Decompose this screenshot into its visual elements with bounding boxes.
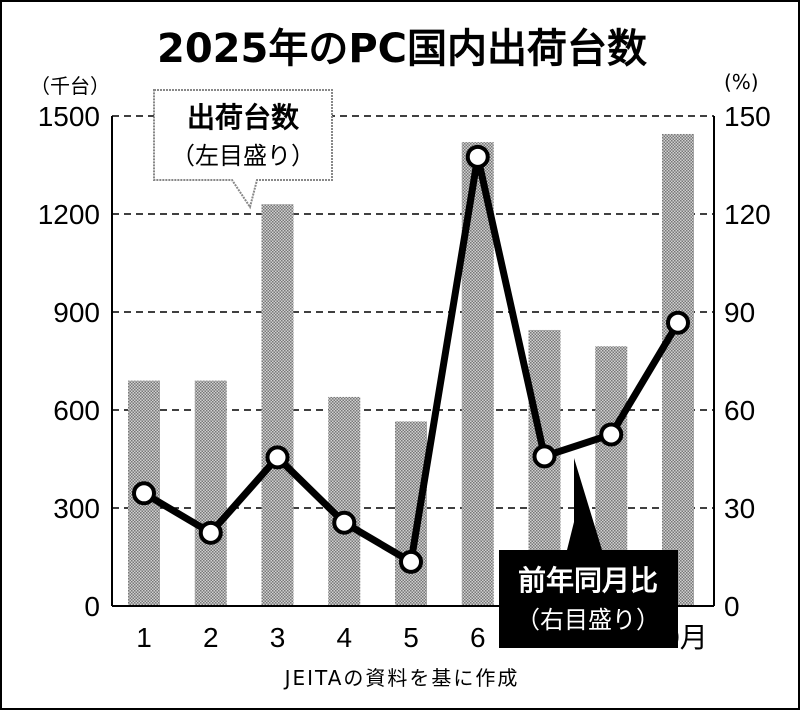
left-tick-label: 900 [53,297,100,328]
x-tick-label: 5 [403,622,419,653]
right-tick-label: 150 [724,101,771,132]
line-callout-note: （右目盛り） [516,606,660,634]
bar [261,204,294,606]
x-tick-label: 6 [470,622,486,653]
left-axis-unit: （千台） [30,74,110,98]
source-note: JEITAの資料を基に作成 [284,666,520,690]
bar-callout [153,89,333,210]
line-point [666,310,690,335]
line-point [198,520,223,545]
line-point [399,549,423,574]
bar [194,380,227,606]
right-tick-label: 30 [724,493,755,524]
right-tick-label: 120 [724,199,771,230]
bar-callout-title: 出荷台数 [187,101,300,134]
bar [662,133,694,606]
right-tick-label: 0 [724,591,740,622]
line-callout-title: 前年同月比 [518,564,658,597]
bar [328,396,361,606]
line-point [465,144,490,169]
left-tick-label: 600 [53,395,100,426]
line-point [132,481,156,506]
line-point [332,510,357,535]
line-point [265,445,290,470]
left-tick-label: 300 [53,493,100,524]
line-callout-tail [567,522,602,550]
x-tick-label: 1 [136,622,152,653]
line-point [599,422,624,447]
right-axis-unit: (%) [724,70,759,94]
x-tick-label: 3 [270,622,286,653]
bar-callout-note: （左目盛り） [171,142,315,170]
line-point [532,444,557,469]
right-tick-label: 90 [724,297,755,328]
line-callout [499,458,678,648]
left-tick-label: 1200 [38,199,100,230]
left-tick-label: 1500 [38,101,100,132]
right-tick-label: 60 [724,395,755,426]
x-tick-label: 4 [336,622,352,653]
chart-title: 2025年のPC国内出荷台数 [157,26,647,72]
left-tick-label: 0 [84,591,100,622]
x-tick-label: 2 [203,622,219,653]
